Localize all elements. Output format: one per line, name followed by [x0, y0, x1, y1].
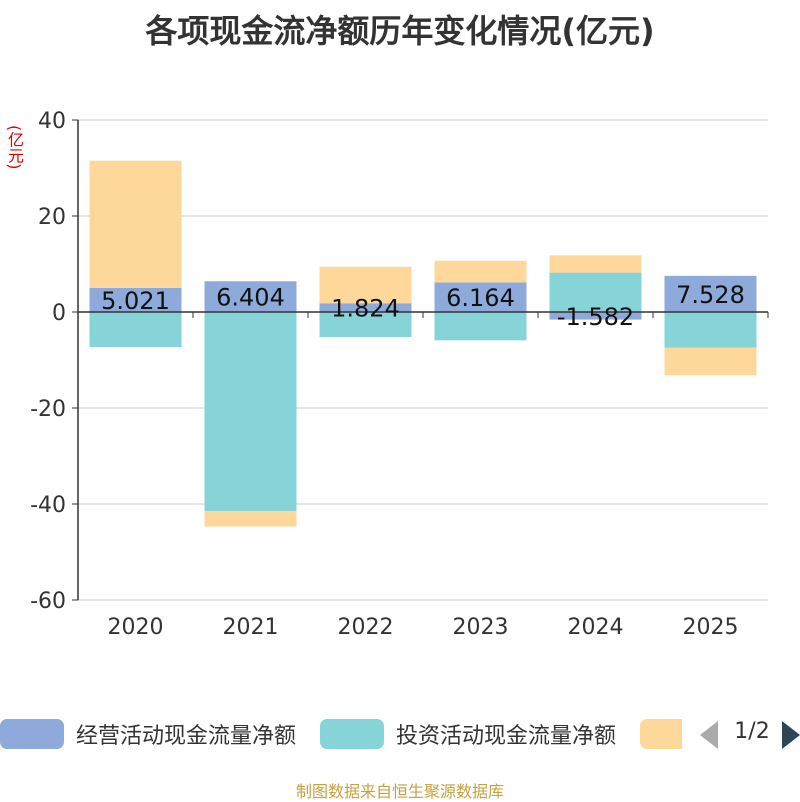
x-tick-label-2024: 2024: [568, 615, 624, 640]
data-label-2025: 7.528: [676, 281, 745, 309]
bar-operating-2021: [204, 281, 297, 312]
bar-investing-2024: [549, 272, 642, 312]
bar-operating-2025: [664, 275, 757, 312]
y-tick-label: -40: [30, 493, 66, 518]
bar-investing-2020: [89, 312, 182, 348]
y-tick-label: -60: [30, 589, 66, 614]
bar-third-2022: [319, 266, 412, 304]
x-tick-label-2023: 2023: [453, 615, 509, 640]
legend-item-operating[interactable]: 经营活动现金流量净额: [0, 716, 296, 752]
legend-swatch-third: [640, 719, 682, 749]
bar-investing-2021: [204, 312, 297, 512]
y-tick-label: -20: [30, 397, 66, 422]
bar-investing-2023: [434, 312, 527, 341]
bar-third-2024: [549, 255, 642, 273]
x-tick-label-2022: 2022: [338, 615, 394, 640]
bar-third-2023: [434, 260, 527, 283]
data-label-2023: 6.164: [446, 284, 515, 312]
legend-item-investing[interactable]: 投资活动现金流量净额: [320, 716, 616, 752]
legend-prev-page-icon[interactable]: [700, 721, 718, 749]
chart-title: 各项现金流净额历年变化情况(亿元): [145, 12, 655, 50]
x-tick-label-2025: 2025: [683, 615, 739, 640]
bar-investing-2025: [664, 312, 757, 348]
bar-operating-2022: [319, 303, 412, 312]
y-axis-unit-label: (亿元): [5, 125, 24, 170]
source-note: 制图数据来自恒生聚源数据库: [295, 782, 504, 801]
data-label-2022: 1.824: [331, 295, 400, 323]
x-tick-label-2020: 2020: [108, 615, 164, 640]
bar-third-2021: [204, 511, 297, 527]
legend-swatch-investing: [320, 719, 384, 749]
legend-item-third[interactable]: [640, 716, 694, 752]
y-tick-label: 20: [38, 205, 66, 230]
chart-plot: 40 20 0 -20 -40 -60 5.021 6.404 1.824 6.164 -1.582…: [30, 109, 769, 640]
y-tick-label: 0: [52, 301, 66, 326]
legend-page-indicator: 1/2: [734, 719, 770, 744]
legend-next-page-icon[interactable]: [782, 721, 800, 749]
bar-operating-2020: [89, 287, 182, 312]
bar-operating-2023: [434, 282, 527, 312]
legend-swatch-operating: [0, 719, 64, 749]
x-tick-label-2021: 2021: [223, 615, 279, 640]
legend-label-operating: 经营活动现金流量净额: [76, 724, 297, 749]
legend-label-investing: 投资活动现金流量净额: [396, 724, 617, 749]
data-label-2024: -1.582: [557, 303, 634, 331]
bar-operating-2024: [549, 312, 642, 320]
bar-third-2025: [664, 347, 757, 376]
y-tick-label: 40: [38, 109, 66, 134]
data-label-2021: 6.404: [216, 284, 285, 312]
bar-third-2020: [89, 160, 182, 288]
data-label-2020: 5.021: [101, 287, 170, 315]
bar-investing-2022: [319, 312, 412, 337]
